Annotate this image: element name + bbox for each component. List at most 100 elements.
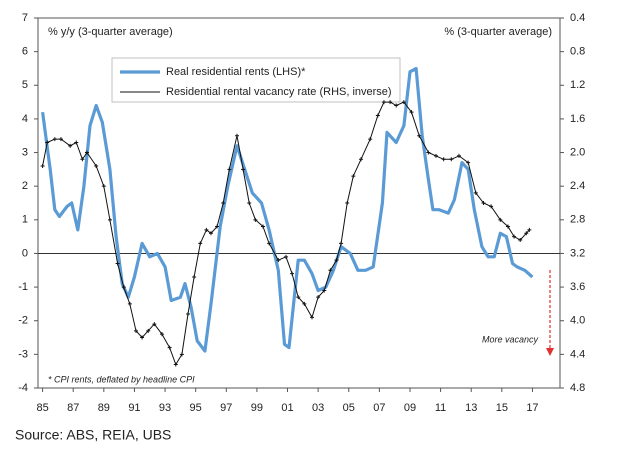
point-marker [290, 271, 295, 276]
y-tick-label: 6 [22, 46, 28, 58]
y-tick-label: 1 [22, 214, 28, 226]
point-marker [328, 268, 333, 273]
point-marker [481, 201, 486, 205]
footnote: * CPI rents, deflated by headline CPI [48, 374, 195, 384]
x-tick-label: 17 [526, 402, 538, 414]
point-marker [58, 137, 63, 142]
point-marker [368, 137, 373, 142]
legend-box [111, 57, 401, 103]
y-tick-label: -2 [18, 315, 28, 327]
point-marker [426, 150, 431, 155]
point-marker [179, 352, 184, 357]
y-tick-label: 2 [22, 180, 28, 192]
plot-frame [37, 17, 561, 389]
point-marker [334, 258, 339, 263]
legend-label: Real residential rents (LHS)* [166, 66, 306, 78]
y2-tick-label: 1.2 [570, 79, 585, 91]
x-tick-label: 99 [251, 402, 263, 414]
y2-tick-label: 2.4 [570, 180, 585, 192]
point-marker [45, 140, 50, 145]
x-tick-label: 01 [281, 402, 293, 414]
point-marker [247, 201, 252, 205]
y-axis-label: % y/y (3-quarter average) [48, 26, 173, 38]
point-marker [208, 231, 213, 236]
x-tick-label: 13 [465, 402, 477, 414]
x-tick-label: 89 [98, 402, 110, 414]
point-marker [133, 328, 138, 333]
point-marker [115, 261, 120, 266]
annotation-arrowhead [546, 348, 554, 356]
point-marker [466, 160, 471, 165]
x-tick-label: 87 [67, 402, 79, 414]
point-marker [381, 100, 386, 105]
point-marker [74, 140, 79, 145]
point-marker [221, 201, 226, 205]
point-marker [68, 143, 73, 148]
point-marker [186, 312, 191, 316]
point-marker [512, 234, 517, 239]
point-marker [456, 153, 461, 158]
x-tick-label: 05 [343, 402, 355, 414]
point-marker [215, 224, 220, 229]
point-marker [441, 157, 446, 162]
point-marker [473, 190, 478, 195]
y2-tick-label: 4.8 [570, 382, 585, 394]
point-marker [267, 241, 272, 246]
point-marker [94, 164, 99, 168]
point-marker [409, 110, 414, 115]
point-marker [121, 285, 126, 290]
y-tick-label: 4 [22, 113, 28, 125]
x-tick-label: 97 [220, 402, 232, 414]
point-marker [84, 150, 89, 155]
x-tick-label: 95 [190, 402, 202, 414]
point-marker [227, 167, 232, 172]
point-marker [152, 322, 157, 327]
point-marker [322, 288, 327, 293]
y2-tick-label: 0.4 [570, 12, 585, 24]
point-marker [339, 241, 344, 246]
point-marker [388, 100, 393, 105]
y2-tick-label: 2.8 [570, 214, 585, 226]
x-tick-label: 07 [373, 402, 385, 414]
point-marker [52, 137, 57, 142]
point-marker [241, 167, 246, 172]
y-tick-label: -3 [18, 348, 28, 360]
y2-tick-label: 4.4 [570, 348, 585, 360]
point-marker [253, 217, 258, 222]
point-marker [401, 100, 406, 105]
y2-axis-label: % (3-quarter average) [444, 26, 552, 38]
x-tick-label: 15 [496, 402, 508, 414]
legend-label: Residential rental vacancy rate (RHS, in… [166, 86, 392, 98]
point-marker [449, 157, 454, 162]
point-marker [505, 224, 510, 229]
point-marker [527, 227, 532, 232]
annotation: More vacancy [482, 334, 539, 344]
point-marker [80, 157, 85, 162]
point-marker [316, 295, 321, 300]
point-marker [310, 315, 315, 320]
y-tick-label: 0 [22, 247, 28, 259]
point-marker [518, 238, 523, 242]
point-marker [375, 113, 380, 118]
point-marker [283, 254, 288, 259]
point-marker [235, 133, 240, 138]
point-marker [296, 295, 301, 300]
point-marker [394, 103, 399, 108]
source: Source: ABS, REIA, UBS [15, 427, 171, 443]
point-marker [524, 231, 529, 236]
y-tick-label: 5 [22, 79, 28, 91]
y-tick-label: -1 [18, 281, 28, 293]
point-marker [417, 133, 422, 138]
point-marker [167, 345, 172, 350]
point-marker [101, 184, 106, 189]
y2-tick-label: 2.0 [570, 146, 585, 158]
point-marker [351, 174, 356, 179]
x-tick-label: 09 [404, 402, 416, 414]
y2-tick-label: 3.2 [570, 247, 585, 259]
x-tick-label: 93 [159, 402, 171, 414]
point-marker [140, 335, 145, 340]
x-tick-label: 03 [312, 402, 324, 414]
y2-tick-label: 3.6 [570, 281, 585, 293]
point-marker [345, 201, 350, 205]
